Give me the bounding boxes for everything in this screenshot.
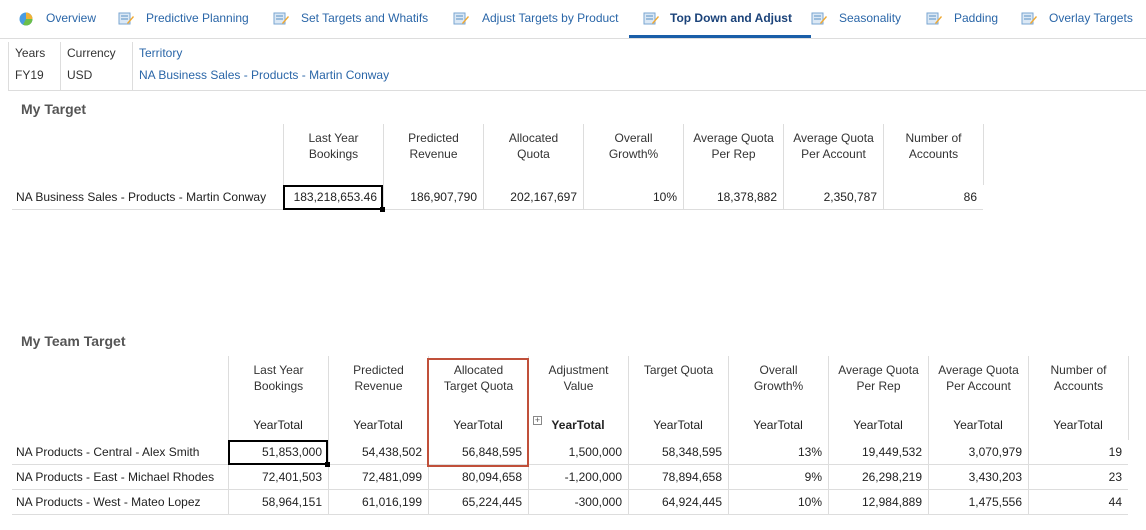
pov-border	[132, 42, 133, 90]
data-cell[interactable]: 65,224,445	[428, 490, 528, 515]
data-cell[interactable]: 3,070,979	[928, 440, 1028, 465]
data-cell[interactable]: 2,350,787	[783, 185, 883, 210]
pov-border	[8, 90, 1146, 91]
header-border	[1128, 356, 1129, 440]
period-header: YearTotal	[653, 418, 703, 432]
column-header: Predicted Revenue	[383, 124, 483, 185]
tab[interactable]: Adjust Targets by Product	[482, 11, 619, 25]
tab[interactable]: Top Down and Adjust	[670, 11, 792, 25]
data-cell[interactable]: 19	[1028, 440, 1128, 465]
pov-header[interactable]: Territory	[139, 46, 183, 60]
tab-icon	[453, 11, 469, 26]
data-cell[interactable]: 1,500,000	[528, 440, 628, 465]
tab-icon	[926, 11, 942, 26]
pov-value: USD	[67, 68, 93, 82]
data-cell[interactable]: 61,016,199	[328, 490, 428, 515]
section-title: My Team Target	[21, 333, 126, 349]
data-cell[interactable]: 58,348,595	[628, 440, 728, 465]
tab[interactable]: Seasonality	[839, 11, 902, 25]
selected-cell	[228, 440, 328, 465]
tab-icon	[273, 11, 289, 26]
data-cell[interactable]: 1,475,556	[928, 490, 1028, 515]
period-header: YearTotal	[953, 418, 1003, 432]
row-label: NA Business Sales - Products - Martin Co…	[12, 185, 283, 210]
column-header: Adjustment Value	[528, 356, 628, 440]
data-cell[interactable]: 186,907,790	[383, 185, 483, 210]
data-cell[interactable]: 64,924,445	[628, 490, 728, 515]
pov-value: FY19	[15, 68, 44, 82]
data-cell[interactable]: 58,964,151	[228, 490, 328, 515]
data-cell[interactable]: -300,000	[528, 490, 628, 515]
column-header: Average Quota Per Rep	[683, 124, 783, 185]
data-cell[interactable]: 44	[1028, 490, 1128, 515]
column-header: Overall Growth%	[583, 124, 683, 185]
column-header: Last Year Bookings	[283, 124, 383, 185]
tab-icon	[811, 11, 827, 26]
data-cell[interactable]: 80,094,658	[428, 465, 528, 490]
row-label: NA Products - East - Michael Rhodes	[12, 465, 228, 490]
period-header: YearTotal	[253, 418, 303, 432]
pov-border	[60, 42, 61, 90]
row-label: NA Products - West - Mateo Lopez	[12, 490, 228, 515]
selection-handle	[380, 207, 385, 212]
tab[interactable]: Overview	[46, 11, 97, 25]
column-header: Predicted Revenue	[328, 356, 428, 440]
column-header: Number of Accounts	[883, 124, 983, 185]
column-header: Average Quota Per Account	[928, 356, 1028, 440]
data-cell[interactable]: -1,200,000	[528, 465, 628, 490]
selection-handle	[325, 462, 330, 467]
column-header: Average Quota Per Account	[783, 124, 883, 185]
data-cell[interactable]: 9%	[728, 465, 828, 490]
data-cell[interactable]: 3,430,203	[928, 465, 1028, 490]
column-header: Target Quota	[628, 356, 728, 440]
column-header: Last Year Bookings	[228, 356, 328, 440]
selected-cell	[283, 185, 383, 210]
period-header: YearTotal	[753, 418, 803, 432]
tab-icon	[1021, 11, 1037, 26]
section-title: My Target	[21, 101, 87, 117]
data-cell[interactable]: 86	[883, 185, 983, 210]
pov-value[interactable]: NA Business Sales - Products - Martin Co…	[139, 68, 390, 82]
tab-icon	[18, 11, 34, 26]
tab-icon	[118, 11, 134, 26]
tab[interactable]: Predictive Planning	[146, 11, 249, 25]
data-cell[interactable]: 19,449,532	[828, 440, 928, 465]
column-header: Average Quota Per Rep	[828, 356, 928, 440]
data-cell[interactable]: 12,984,889	[828, 490, 928, 515]
period-header: YearTotal	[353, 418, 403, 432]
column-header: Allocated Quota	[483, 124, 583, 185]
period-header: YearTotal	[853, 418, 903, 432]
data-cell[interactable]: 202,167,697	[483, 185, 583, 210]
data-cell[interactable]: 13%	[728, 440, 828, 465]
tab-divider	[0, 38, 1146, 39]
period-header: YearTotal	[551, 418, 605, 432]
data-cell[interactable]: 10%	[728, 490, 828, 515]
data-cell[interactable]: 78,894,658	[628, 465, 728, 490]
column-header: Overall Growth%	[728, 356, 828, 440]
period-header: YearTotal	[1053, 418, 1103, 432]
tab-icon	[643, 11, 659, 26]
pov-border	[8, 42, 9, 90]
tab[interactable]: Set Targets and Whatifs	[301, 11, 429, 25]
period-header: YearTotal	[453, 418, 503, 432]
active-tab-underline	[629, 35, 811, 38]
data-cell[interactable]: 18,378,882	[683, 185, 783, 210]
row-label: NA Products - Central - Alex Smith	[12, 440, 228, 465]
data-cell[interactable]: 26,298,219	[828, 465, 928, 490]
pov-header: Currency	[67, 46, 116, 60]
data-cell[interactable]: 72,401,503	[228, 465, 328, 490]
column-header: Number of Accounts	[1028, 356, 1128, 440]
data-cell[interactable]: 10%	[583, 185, 683, 210]
tab[interactable]: Padding	[954, 11, 999, 25]
highlight-box	[427, 358, 529, 467]
data-cell[interactable]: 54,438,502	[328, 440, 428, 465]
pov-header: Years	[15, 46, 46, 60]
expand-icon: +	[533, 415, 542, 425]
data-cell[interactable]: 72,481,099	[328, 465, 428, 490]
data-cell[interactable]: 23	[1028, 465, 1128, 490]
header-border	[983, 124, 984, 185]
tab[interactable]: Overlay Targets	[1049, 11, 1133, 25]
